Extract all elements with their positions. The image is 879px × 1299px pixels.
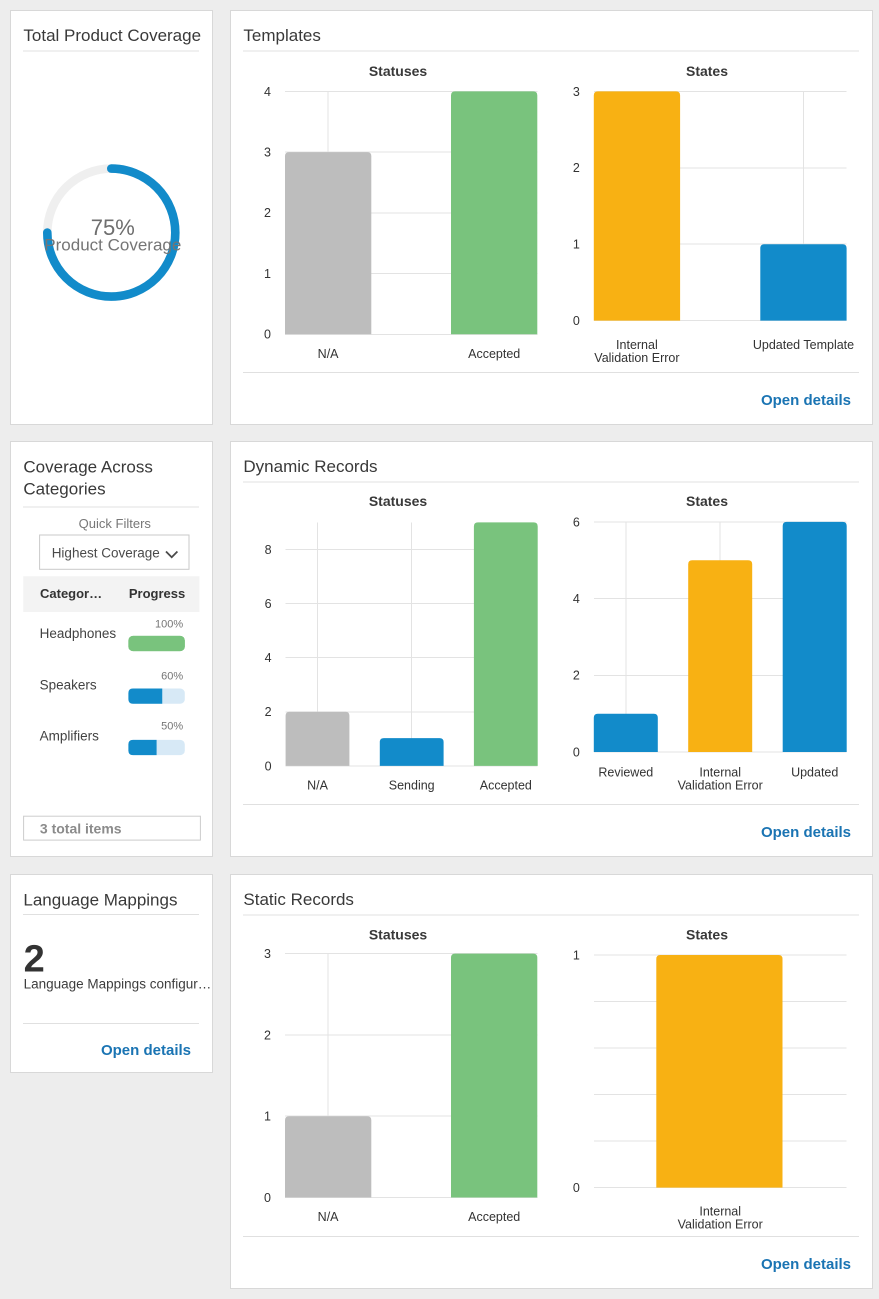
svg-text:4: 4 [573,592,580,606]
svg-text:Open details: Open details [761,824,851,841]
svg-text:6: 6 [265,597,272,611]
svg-text:Open details: Open details [761,392,851,409]
svg-text:Product Coverage: Product Coverage [44,236,181,255]
svg-text:N/A: N/A [318,1210,340,1224]
svg-text:Accepted: Accepted [480,778,532,792]
svg-text:0: 0 [264,328,271,342]
svg-text:States: States [686,493,728,509]
svg-text:Categories: Categories [23,480,105,499]
svg-text:Templates: Templates [243,26,320,45]
svg-text:Progress: Progress [129,586,185,601]
svg-text:0: 0 [264,1191,271,1205]
svg-text:Coverage Across: Coverage Across [23,457,152,476]
svg-text:States: States [686,927,728,943]
svg-text:Accepted: Accepted [468,1210,520,1224]
svg-text:Categor…: Categor… [40,586,102,601]
svg-text:Speakers: Speakers [40,678,97,693]
svg-text:100%: 100% [155,618,183,630]
svg-text:50%: 50% [161,720,183,732]
svg-text:Internal: Internal [616,338,658,352]
svg-text:1: 1 [264,267,271,281]
svg-text:4: 4 [264,85,271,99]
svg-text:Amplifiers: Amplifiers [40,729,100,744]
svg-text:0: 0 [265,759,272,773]
svg-text:Quick Filters: Quick Filters [79,516,152,531]
svg-text:2: 2 [264,206,271,220]
svg-text:N/A: N/A [318,347,340,361]
svg-text:1: 1 [573,238,580,252]
svg-text:8: 8 [265,543,272,557]
svg-text:Validation Error: Validation Error [678,779,763,793]
svg-text:Validation Error: Validation Error [594,351,679,365]
svg-text:2: 2 [573,669,580,683]
svg-text:Validation Error: Validation Error [678,1218,763,1232]
svg-text:Language Mappings: Language Mappings [23,890,177,909]
svg-text:3: 3 [264,146,271,160]
svg-text:Internal: Internal [699,766,741,780]
svg-text:Reviewed: Reviewed [598,766,653,780]
svg-text:2: 2 [24,939,45,981]
svg-text:Internal: Internal [699,1205,741,1219]
svg-text:Dynamic Records: Dynamic Records [243,457,377,476]
svg-text:N/A: N/A [307,778,329,792]
svg-text:3: 3 [264,947,271,961]
svg-text:3 total items: 3 total items [40,820,122,836]
svg-text:Statuses: Statuses [369,927,428,943]
svg-text:0: 0 [573,1181,580,1195]
svg-text:1: 1 [264,1110,271,1124]
svg-text:0: 0 [573,745,580,759]
svg-text:2: 2 [265,705,272,719]
svg-text:Statuses: Statuses [369,63,428,79]
svg-text:2: 2 [264,1028,271,1042]
svg-text:Open details: Open details [761,1256,851,1273]
svg-text:4: 4 [265,651,272,665]
svg-text:Accepted: Accepted [468,347,520,361]
svg-text:3: 3 [573,85,580,99]
svg-text:2: 2 [573,161,580,175]
svg-text:Headphones: Headphones [40,626,117,641]
svg-text:0: 0 [573,314,580,328]
svg-text:Updated Template: Updated Template [753,338,854,352]
svg-text:Open details: Open details [101,1042,191,1059]
svg-text:60%: 60% [161,670,183,682]
svg-text:Language Mappings configur…: Language Mappings configur… [24,977,211,992]
svg-text:States: States [686,63,728,79]
svg-text:1: 1 [573,948,580,962]
svg-text:Sending: Sending [389,778,435,792]
svg-text:Static Records: Static Records [243,890,354,909]
svg-text:Statuses: Statuses [369,493,428,509]
svg-text:6: 6 [573,515,580,529]
svg-text:Highest Coverage: Highest Coverage [52,546,160,561]
svg-text:Total Product Coverage: Total Product Coverage [23,26,201,45]
svg-text:Updated: Updated [791,766,838,780]
svg-text:75%: 75% [91,215,135,240]
